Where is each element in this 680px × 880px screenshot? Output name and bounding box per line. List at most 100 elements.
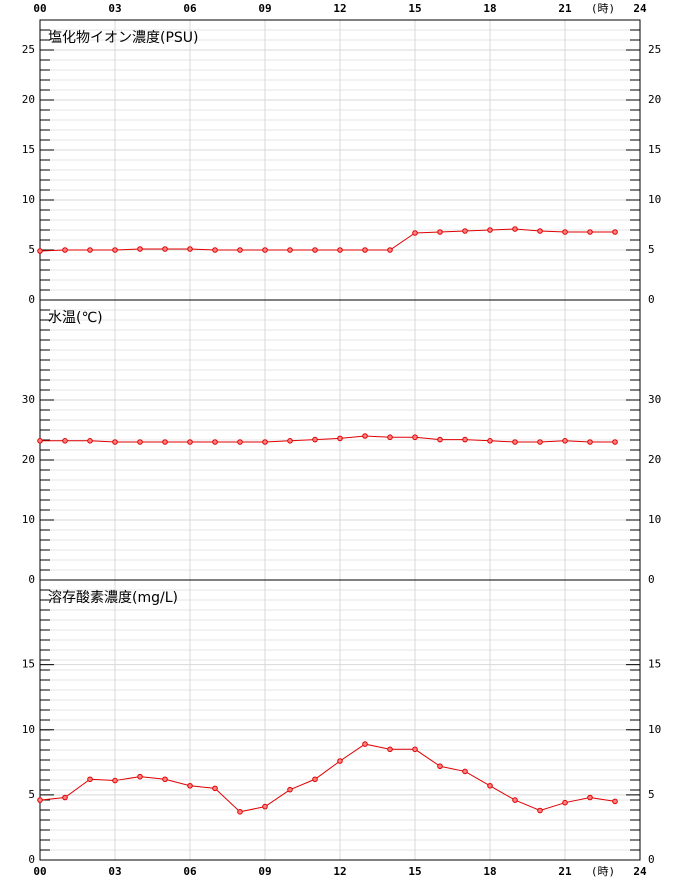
data-point — [87, 776, 93, 783]
data-point — [387, 746, 393, 753]
y-tick-label: 30 — [648, 393, 661, 406]
data-point — [87, 247, 93, 253]
data-point — [137, 773, 143, 780]
y-tick-label: 0 — [28, 853, 35, 866]
x-tick-label: 15 — [408, 865, 421, 878]
data-point — [537, 807, 543, 814]
x-tick-label: 09 — [258, 2, 271, 15]
data-point — [512, 439, 518, 445]
x-tick-label: 06 — [183, 2, 197, 15]
data-point — [612, 798, 618, 805]
y-tick-label: 10 — [22, 513, 35, 526]
data-point — [362, 433, 368, 439]
y-tick-label: 15 — [648, 143, 661, 156]
x-tick-label: 00 — [33, 865, 46, 878]
data-point — [137, 246, 143, 252]
x-tick-label: 24 — [633, 2, 647, 15]
data-point — [187, 782, 193, 789]
y-tick-label: 0 — [28, 293, 35, 306]
x-tick-label: 09 — [258, 865, 271, 878]
x-tick-label: 00 — [33, 2, 46, 15]
y-tick-label: 15 — [648, 658, 661, 671]
data-point — [287, 786, 293, 793]
x-axis-unit: (時) — [591, 2, 615, 15]
data-point — [362, 741, 368, 747]
data-point — [287, 438, 293, 444]
data-point — [462, 436, 468, 443]
panel-title: 溶存酸素濃度(mg/L) — [48, 590, 178, 606]
y-tick-label: 5 — [28, 243, 35, 256]
y-tick-label: 20 — [22, 453, 35, 466]
y-tick-label: 15 — [22, 143, 35, 156]
data-point — [512, 226, 518, 232]
data-point — [212, 247, 218, 253]
data-point — [212, 785, 218, 792]
y-tick-label: 10 — [22, 193, 35, 206]
data-point — [312, 436, 318, 443]
data-point — [512, 797, 518, 803]
data-point — [262, 247, 268, 253]
x-tick-label: 15 — [408, 2, 421, 15]
data-point — [237, 439, 243, 445]
data-point — [437, 229, 443, 235]
data-point — [37, 797, 43, 803]
x-tick-label: 12 — [333, 2, 346, 15]
x-tick-label: 18 — [483, 2, 496, 15]
y-tick-label: 20 — [648, 453, 661, 466]
data-point — [587, 794, 593, 801]
plot-frame — [39, 579, 641, 861]
data-line — [39, 228, 615, 252]
data-point — [537, 228, 543, 234]
data-point — [212, 439, 218, 445]
data-point — [587, 439, 593, 445]
data-point — [412, 746, 418, 753]
data-point — [362, 247, 368, 253]
y-tick-label: 0 — [648, 573, 655, 586]
y-tick-label: 25 — [648, 43, 661, 56]
y-tick-label: 5 — [28, 788, 35, 801]
data-point — [112, 247, 118, 253]
y-tick-label: 30 — [22, 393, 35, 406]
data-point — [337, 247, 343, 253]
data-point — [37, 438, 43, 444]
y-tick-label: 25 — [22, 43, 35, 56]
data-point — [162, 439, 168, 445]
data-point — [562, 799, 568, 806]
data-point — [337, 758, 343, 764]
data-point — [487, 782, 493, 789]
data-point — [112, 439, 118, 445]
y-tick-label: 20 — [648, 93, 661, 106]
data-point — [187, 246, 193, 252]
data-point — [62, 247, 68, 253]
data-point — [162, 246, 168, 252]
y-tick-label: 0 — [648, 293, 655, 306]
data-point — [387, 434, 393, 441]
data-point — [437, 763, 443, 770]
data-point — [312, 776, 318, 783]
data-point — [37, 248, 43, 254]
x-tick-label: 21 — [558, 2, 572, 15]
y-tick-label: 5 — [648, 243, 655, 256]
data-point — [62, 794, 68, 801]
data-point — [87, 438, 93, 444]
data-point — [487, 438, 493, 444]
x-tick-label: 18 — [483, 865, 496, 878]
panel-title: 塩化物イオン濃度(PSU) — [48, 30, 199, 46]
x-tick-label: 21 — [558, 865, 572, 878]
data-point — [612, 439, 618, 445]
data-point — [612, 229, 618, 235]
x-tick-label: 03 — [108, 865, 121, 878]
y-tick-label: 10 — [648, 193, 661, 206]
data-point — [187, 439, 193, 445]
x-tick-label: 03 — [108, 2, 121, 15]
x-tick-label: 24 — [633, 865, 647, 878]
panel-title: 水温(℃) — [48, 310, 103, 326]
data-point — [562, 438, 568, 444]
data-point — [412, 230, 418, 236]
y-tick-label: 15 — [22, 658, 35, 671]
data-point — [562, 229, 568, 235]
y-tick-label: 0 — [648, 853, 655, 866]
data-point — [62, 438, 68, 444]
y-tick-label: 0 — [28, 573, 35, 586]
